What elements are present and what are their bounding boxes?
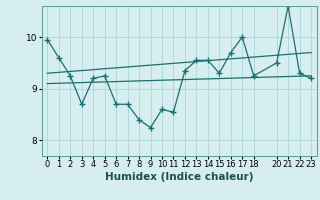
X-axis label: Humidex (Indice chaleur): Humidex (Indice chaleur)	[105, 172, 253, 182]
